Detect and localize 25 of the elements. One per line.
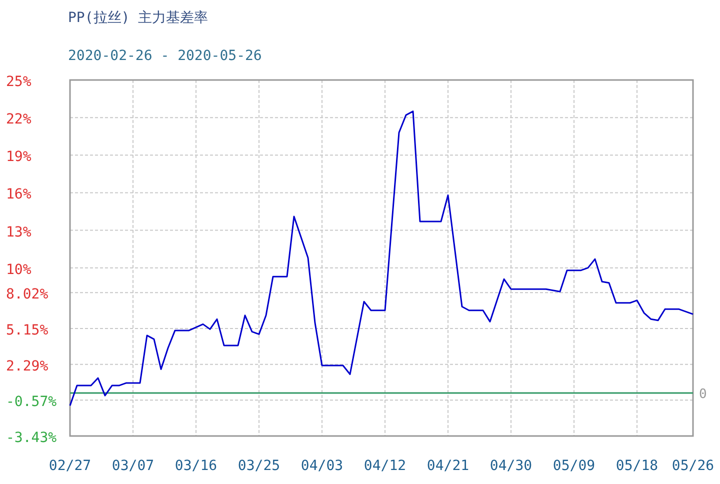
y-tick-label: 2.29% [6, 358, 49, 374]
ref-line-label: 0 [699, 387, 707, 402]
y-tick-label: -0.57% [6, 394, 58, 410]
y-tick-label: 25% [6, 74, 32, 90]
y-tick-label: 10% [6, 262, 32, 278]
x-tick-label: 04/21 [426, 458, 470, 474]
y-tick-label: -3.43% [6, 430, 58, 446]
x-tick-label: 02/27 [48, 458, 92, 474]
y-tick-label: 16% [6, 186, 32, 203]
x-tick-label: 03/25 [238, 458, 280, 474]
y-tick-label: 13% [6, 224, 32, 240]
y-tick-label: 22% [6, 112, 32, 128]
x-tick-label: 03/07 [112, 458, 154, 474]
x-tick-label: 03/16 [174, 458, 218, 474]
chart-subtitle: 2020-02-26 - 2020-05-26 [68, 48, 262, 64]
y-tick-label: 8.02% [6, 286, 49, 303]
chart-title: PP(拉丝) 主力基差率 [68, 10, 208, 26]
x-tick-label: 04/30 [490, 458, 532, 474]
x-tick-label: 05/09 [552, 458, 596, 474]
x-tick-label: 04/12 [364, 458, 406, 474]
y-tick-label: 19% [6, 149, 32, 166]
x-tick-label: 04/03 [300, 458, 344, 474]
y-tick-label: 5.15% [6, 322, 49, 339]
x-tick-label: 05/26 [672, 458, 714, 474]
x-tick-label: 05/18 [616, 458, 658, 474]
